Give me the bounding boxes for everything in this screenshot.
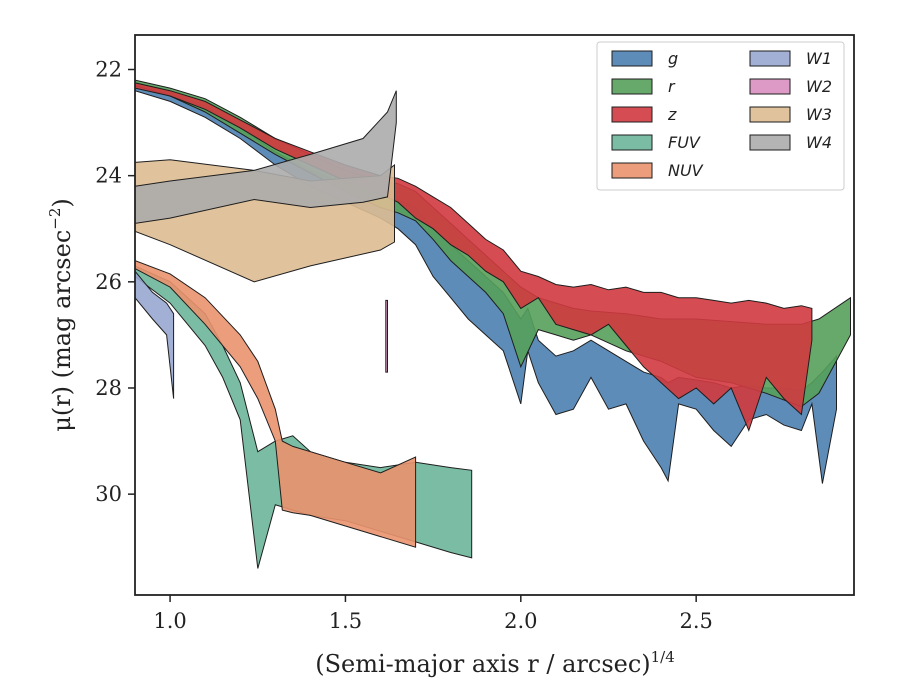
x-tick-label: 2.5 [679,609,712,633]
y-tick-label: 30 [95,482,122,506]
legend-swatch-nuv [611,162,653,179]
x-tick-label: 2.0 [504,609,537,633]
legend-label-w1: W1 [806,49,832,68]
legend-label-nuv: NUV [668,161,704,180]
legend-swatch-w1 [749,50,791,67]
legend-label-w4: W4 [806,133,832,152]
legend-swatch-w2 [749,78,791,95]
x-tick-label: 1.0 [153,609,186,633]
y-tick-label: 22 [95,58,122,82]
x-axis-label: (Semi-major axis r / arcsec)1/4 [315,648,675,678]
y-axis-label: μ(r) (mag arcsec−2) [46,198,76,432]
legend-label-r: r [668,77,676,96]
legend-swatch-fuv [611,134,653,151]
chart-areas [135,79,851,569]
area-w2 [385,299,388,373]
legend-swatch-g [611,50,653,67]
y-tick-label: 26 [95,270,122,294]
legend-swatch-r [611,78,653,95]
y-axis: 22 24 26 28 30 [95,58,135,506]
area-fuv [135,265,473,569]
legend-label-fuv: FUV [668,133,701,152]
area-z [135,82,813,432]
x-axis: 1.0 1.5 2.0 2.5 [153,595,713,633]
legend-label-w2: W2 [806,77,832,96]
legend-swatch-w3 [749,106,791,123]
legend-label-z: z [667,105,677,124]
area-w1 [135,270,175,399]
plot-frame [134,34,855,596]
legend: grz FUV NUV W1 W2 W3 W4 [596,41,845,191]
y-tick-label: 24 [95,164,122,188]
x-tick-label: 1.5 [329,609,362,633]
y-tick-label: 28 [95,376,122,400]
legend-label-w3: W3 [806,105,832,124]
legend-swatch-z [611,106,653,123]
area-w4 [135,90,397,224]
area-nuv [135,260,417,548]
legend-swatch-w4 [749,134,791,151]
legend-label-g: g [668,49,678,68]
